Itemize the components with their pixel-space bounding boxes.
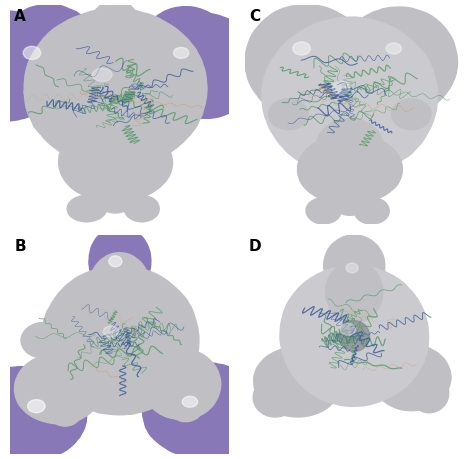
Polygon shape (0, 367, 87, 459)
Polygon shape (339, 320, 370, 351)
Polygon shape (298, 134, 402, 204)
Polygon shape (324, 235, 385, 297)
Ellipse shape (346, 263, 358, 273)
Ellipse shape (173, 47, 189, 58)
Polygon shape (67, 196, 107, 222)
Polygon shape (89, 252, 150, 323)
Polygon shape (80, 110, 151, 163)
Polygon shape (409, 373, 449, 413)
Text: B: B (14, 240, 26, 254)
Ellipse shape (92, 68, 112, 81)
Polygon shape (142, 362, 264, 459)
Ellipse shape (386, 43, 401, 54)
Polygon shape (89, 227, 151, 297)
Polygon shape (15, 353, 102, 424)
Ellipse shape (182, 396, 198, 407)
Polygon shape (328, 176, 372, 215)
Polygon shape (253, 378, 297, 417)
Polygon shape (306, 198, 341, 224)
Polygon shape (24, 9, 207, 168)
Polygon shape (146, 13, 260, 118)
Ellipse shape (293, 42, 310, 55)
Polygon shape (280, 266, 428, 406)
Polygon shape (254, 347, 341, 417)
Polygon shape (168, 391, 203, 422)
Ellipse shape (23, 46, 41, 60)
Polygon shape (326, 261, 383, 323)
Polygon shape (372, 345, 451, 411)
Polygon shape (328, 18, 372, 62)
Polygon shape (392, 99, 431, 129)
Ellipse shape (332, 81, 350, 95)
Text: C: C (249, 9, 260, 24)
Text: D: D (249, 240, 262, 254)
Polygon shape (262, 17, 438, 175)
Ellipse shape (103, 326, 118, 337)
Polygon shape (47, 395, 82, 426)
Polygon shape (155, 101, 199, 136)
Ellipse shape (109, 256, 122, 267)
Polygon shape (142, 7, 230, 81)
Polygon shape (245, 5, 367, 118)
Polygon shape (354, 197, 389, 224)
Polygon shape (93, 169, 137, 213)
Polygon shape (1, 5, 97, 84)
Polygon shape (317, 118, 383, 171)
Polygon shape (124, 196, 159, 222)
Polygon shape (142, 349, 221, 420)
Polygon shape (0, 11, 67, 121)
Polygon shape (21, 323, 64, 358)
Text: A: A (14, 9, 26, 24)
Polygon shape (339, 7, 457, 117)
Polygon shape (41, 265, 199, 415)
Polygon shape (59, 123, 173, 202)
Polygon shape (269, 99, 308, 129)
Ellipse shape (27, 399, 45, 413)
Polygon shape (32, 101, 76, 136)
Polygon shape (89, 0, 142, 62)
Ellipse shape (340, 323, 356, 336)
